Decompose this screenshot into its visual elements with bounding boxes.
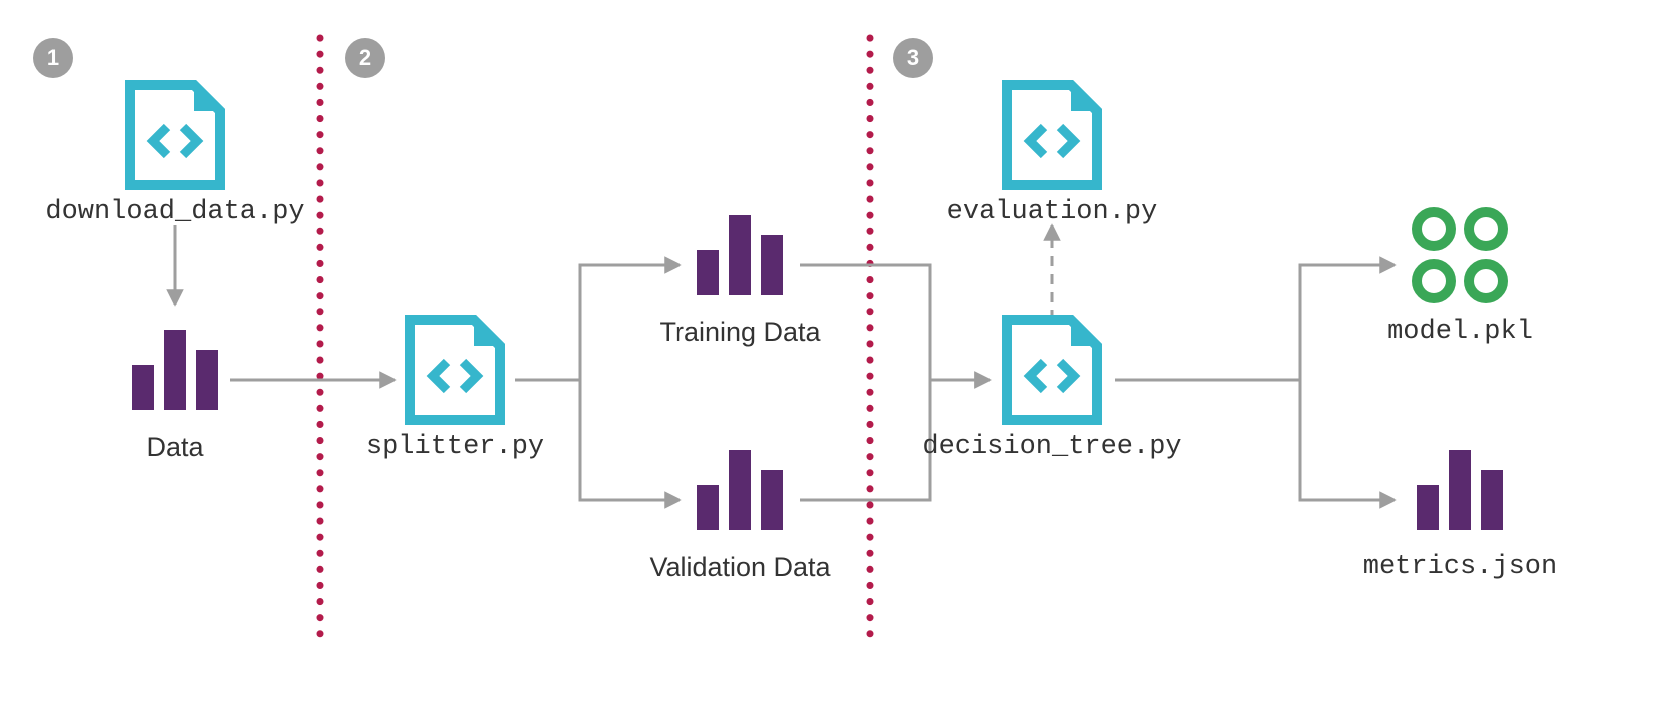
node-label-splitter: splitter.py [366,432,544,462]
flow-arrow [1115,265,1395,380]
code-file-icon [1007,320,1097,420]
node-label-model: model.pkl [1387,317,1533,347]
node-label-valid: Validation Data [649,552,830,583]
model-rings-icon [1417,212,1503,298]
stage-badge-1: 1 [33,38,73,78]
bar-chart-icon [697,450,783,530]
node-label-download: download_data.py [45,197,304,227]
node-label-dtree: decision_tree.py [922,432,1181,462]
node-label-metrics: metrics.json [1363,552,1557,582]
diagram-svg-layer [0,0,1670,700]
flow-arrow [800,265,990,380]
code-file-icon [130,85,220,185]
node-label-evaluation: evaluation.py [947,197,1158,227]
flow-arrow [515,265,680,380]
node-label-train: Training Data [659,317,820,348]
stage-badge-2: 2 [345,38,385,78]
node-label-data: Data [146,432,203,463]
code-file-icon [410,320,500,420]
bar-chart-icon [697,215,783,295]
pipeline-diagram: download_data.py Data splitter.py Training … [0,0,1670,700]
code-file-icon [1007,85,1097,185]
stage-badge-3: 3 [893,38,933,78]
bar-chart-icon [1417,450,1503,530]
bar-chart-icon [132,330,218,410]
